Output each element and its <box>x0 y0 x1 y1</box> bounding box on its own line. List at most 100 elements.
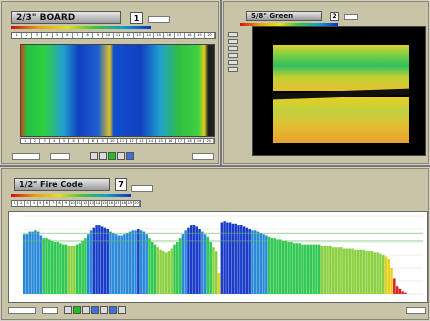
chart-bar <box>95 225 98 294</box>
tool-button-5[interactable] <box>100 306 108 314</box>
chart-bar <box>48 239 51 294</box>
chart-bar <box>390 268 393 294</box>
tool-button-3[interactable] <box>82 306 90 314</box>
tick-label: 14 <box>144 33 155 38</box>
tick-label: 14 <box>147 139 157 143</box>
vertical-divider[interactable] <box>220 0 222 165</box>
unit-field[interactable] <box>148 16 170 23</box>
chart-bar <box>39 235 43 294</box>
chart-bar <box>404 292 407 294</box>
tool-button-1[interactable] <box>64 306 72 314</box>
chart-bar <box>398 288 402 294</box>
side-button-6[interactable] <box>228 67 238 72</box>
chart-bar <box>145 234 148 294</box>
chart-bar <box>217 273 221 294</box>
tick-label: 17 <box>175 33 185 38</box>
heatmap-row <box>21 45 214 57</box>
chart-bar <box>128 231 132 294</box>
chart-bar <box>309 244 313 294</box>
chart-bar <box>379 253 382 294</box>
tick-label: 13 <box>137 139 147 143</box>
side-button-4[interactable] <box>228 53 238 58</box>
tick-label: 2 <box>31 139 41 143</box>
chart-bar <box>100 226 104 294</box>
chart-bar <box>245 227 249 294</box>
chart-bar <box>401 291 404 294</box>
tool-button-2[interactable] <box>73 306 81 314</box>
left-status-field[interactable] <box>12 153 40 160</box>
tool-button-7[interactable] <box>118 306 126 314</box>
chart-bar <box>312 244 315 294</box>
right-status-field[interactable] <box>406 307 426 314</box>
tool-button-4[interactable] <box>117 152 125 160</box>
tick-label: 15 <box>102 201 109 206</box>
tick-label: 8 <box>57 201 64 206</box>
chart-bar <box>137 229 140 294</box>
chart-bar <box>92 227 96 294</box>
chart-bar <box>304 244 307 294</box>
tick-label: 3 <box>32 33 43 38</box>
product-title[interactable]: 2/3" BOARD <box>11 11 121 24</box>
chart-bar <box>117 235 121 294</box>
product-number[interactable]: 7 <box>115 178 127 191</box>
product-number[interactable]: 1 <box>130 12 143 24</box>
toolbar <box>64 306 126 314</box>
product-title[interactable]: 5/8" Green <box>246 11 322 21</box>
unit-field[interactable] <box>344 14 358 20</box>
unit-field[interactable] <box>131 185 153 192</box>
tick-label: 6 <box>69 139 79 143</box>
tool-button-1[interactable] <box>90 152 98 160</box>
side-button-5[interactable] <box>228 60 238 65</box>
chart-bar <box>356 249 360 294</box>
chart-bar <box>234 223 237 294</box>
chart-bar <box>189 225 193 294</box>
tick-label: 8 <box>89 139 99 143</box>
chart-bar <box>192 225 196 294</box>
tick-label: 13 <box>134 33 145 38</box>
chart-bar <box>187 227 190 294</box>
chart-bar <box>290 242 293 294</box>
chart-bar <box>112 232 115 294</box>
product-number[interactable]: 2 <box>330 12 339 21</box>
tool-button-6[interactable] <box>109 306 117 314</box>
chart-bar <box>337 247 340 294</box>
chart-bar <box>373 252 377 294</box>
chart-bar <box>259 232 263 294</box>
tick-label: 1 <box>12 33 23 38</box>
tick-label: 15 <box>156 139 166 143</box>
chart-bar <box>114 234 118 294</box>
chart-bar <box>393 278 396 294</box>
tick-label: 1 <box>21 139 31 143</box>
side-button-2[interactable] <box>228 39 238 44</box>
product-title[interactable]: 1/2" Fire Code <box>14 178 110 191</box>
mid-status-field[interactable] <box>50 153 70 160</box>
tool-button-2[interactable] <box>99 152 107 160</box>
chart-bar <box>125 232 129 294</box>
left-status-field[interactable] <box>8 307 36 314</box>
tool-button-3[interactable] <box>108 152 116 160</box>
top-ticks: 1 2 3 4 5 6 7 8 9 10 11 12 13 14 15 16 17 18 19 20 <box>11 32 216 39</box>
chart-bar <box>148 238 151 294</box>
tool-button-4[interactable] <box>91 306 99 314</box>
tool-button-5[interactable] <box>126 152 134 160</box>
chart-bar <box>331 247 335 294</box>
tick-label: 4 <box>42 33 53 38</box>
chart-bar <box>25 234 29 294</box>
chart-bar <box>351 248 354 294</box>
density-chart <box>8 211 428 303</box>
right-status-field[interactable] <box>192 153 214 160</box>
side-button-1[interactable] <box>228 32 238 37</box>
mid-status-field[interactable] <box>42 307 58 314</box>
horizontal-divider[interactable] <box>0 165 430 167</box>
tick-label: 18 <box>185 33 195 38</box>
tick-label: 15 <box>154 33 165 38</box>
heatmap-row <box>21 126 214 136</box>
chart-bar <box>170 248 173 294</box>
chart-bar <box>384 256 388 294</box>
chart-bar <box>340 247 343 294</box>
side-button-3[interactable] <box>228 46 238 51</box>
board-heatmap <box>20 44 215 137</box>
tick-label: 9 <box>63 201 70 206</box>
chart-bar <box>365 251 368 294</box>
chart-bar <box>142 231 146 294</box>
